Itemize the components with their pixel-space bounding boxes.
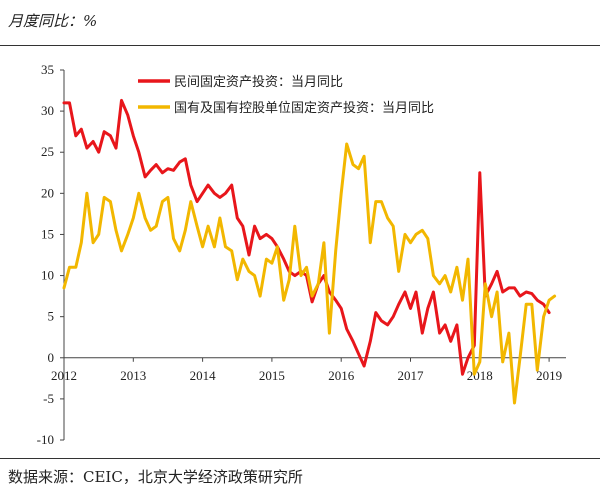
x-tick-label: 2014	[190, 368, 217, 383]
series-line-1	[62, 98, 551, 376]
series-line-2	[62, 142, 557, 405]
x-tick-label: 2016	[328, 368, 355, 383]
y-tick-label: 30	[41, 103, 54, 118]
top-rule	[0, 45, 600, 46]
y-tick-label: 0	[48, 350, 55, 365]
chart-axes: -10 -5 0 5 10 15 20 25 30 35 2012 2013 2014 2015 2016 2…	[37, 62, 566, 447]
x-tick-label: 2013	[120, 368, 146, 383]
source-note: 数据来源：CEIC，北京大学经济政策研究所	[8, 468, 303, 486]
y-tick-label: 10	[41, 268, 54, 283]
y-tick-label: -10	[37, 432, 54, 447]
legend-label-2: 国有及国有控股单位固定资产投资：当月同比	[174, 100, 434, 116]
y-tick-label: 5	[48, 309, 55, 324]
y-tick-label: 25	[41, 144, 54, 159]
bottom-rule	[0, 458, 600, 459]
x-tick-label: 2015	[259, 368, 285, 383]
x-tick-label: 2019	[536, 368, 562, 383]
x-tick-label: 2012	[51, 368, 77, 383]
chart-lines	[62, 98, 557, 405]
y-tick-label: 15	[41, 226, 54, 241]
legend-label-1: 民间固定资产投资：当月同比	[174, 74, 343, 90]
line-chart: -10 -5 0 5 10 15 20 25 30 35 2012 2013 2014 2015 2016 2…	[37, 62, 566, 447]
x-tick-label: 2017	[398, 368, 425, 383]
x-tick-label: 2018	[467, 368, 493, 383]
y-tick-label: -5	[43, 391, 54, 406]
unit-label: 月度同比：%	[8, 12, 98, 30]
y-tick-label: 35	[41, 62, 54, 77]
y-tick-label: 20	[41, 185, 54, 200]
